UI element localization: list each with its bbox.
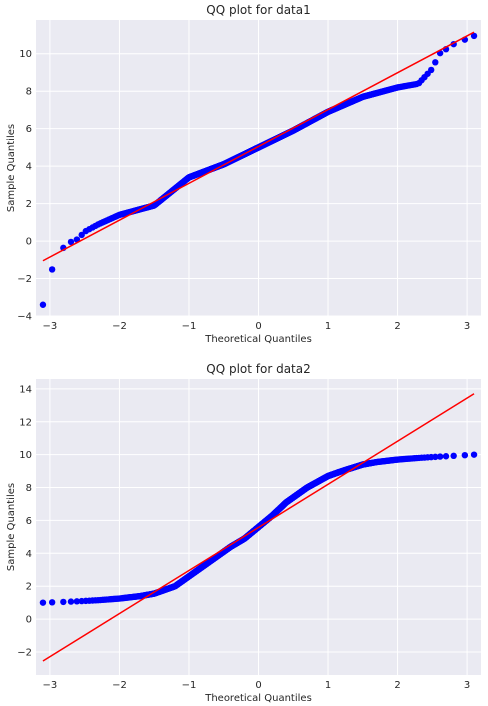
x-tick-label: −3 — [43, 321, 58, 332]
y-tick-label: 2 — [26, 582, 32, 593]
data-point — [67, 598, 75, 605]
data-point — [432, 453, 439, 461]
x-axis-label: Theoretical Quantiles — [204, 693, 312, 704]
y-tick-label: 2 — [26, 199, 32, 210]
data-point — [427, 66, 435, 74]
data-point — [442, 453, 450, 460]
data-point — [450, 452, 457, 460]
y-tick-label: 14 — [19, 384, 32, 395]
x-tick-label: −1 — [182, 321, 197, 332]
y-tick-label: 8 — [26, 483, 32, 494]
y-tick-label: 10 — [19, 450, 32, 461]
x-tick-label: 2 — [394, 680, 400, 691]
y-tick-label: 0 — [26, 237, 32, 248]
chart-title: QQ plot for data2 — [206, 362, 311, 376]
y-tick-label: −2 — [17, 274, 32, 285]
x-tick-label: 0 — [255, 680, 261, 691]
y-tick-label: 4 — [26, 549, 32, 560]
data-layer — [39, 393, 478, 662]
x-axis-label: Theoretical Quantiles — [204, 334, 312, 345]
data-point — [39, 301, 47, 308]
x-tick-label: 2 — [394, 321, 400, 332]
y-tick-label: −2 — [17, 647, 32, 658]
x-tick-label: −2 — [112, 680, 127, 691]
x-tick-label: −1 — [182, 680, 197, 691]
data-point — [436, 453, 444, 460]
y-axis-label: Sample Quantiles — [6, 483, 17, 571]
x-tick-label: 3 — [464, 321, 470, 332]
data-layer — [39, 31, 478, 308]
y-tick-label: −4 — [17, 312, 32, 323]
data-point — [470, 451, 478, 458]
data-point — [470, 32, 478, 40]
y-tick-label: 6 — [26, 516, 32, 527]
chart-title: QQ plot for data1 — [206, 3, 311, 17]
y-tick-label: 0 — [26, 615, 32, 626]
data-point — [48, 266, 56, 273]
y-tick-label: 8 — [26, 87, 32, 98]
y-tick-label: 12 — [19, 417, 32, 428]
x-tick-label: 1 — [325, 680, 331, 691]
data-point — [461, 451, 469, 459]
data-point — [39, 599, 47, 606]
y-tick-label: 4 — [26, 162, 32, 173]
x-tick-label: 3 — [464, 680, 470, 691]
data-point — [67, 238, 75, 246]
x-tick-label: −2 — [112, 321, 127, 332]
data-point — [432, 59, 439, 66]
data-point — [78, 231, 85, 239]
data-point — [73, 598, 81, 605]
y-axis-label: Sample Quantiles — [6, 124, 17, 212]
x-tick-label: −3 — [43, 680, 58, 691]
reference-line — [42, 31, 475, 262]
x-tick-label: 0 — [255, 321, 261, 332]
y-tick-label: 6 — [26, 124, 32, 135]
qq-plot-data1: −3 −2 −1 0 1 2 3 −4 −2 0 2 4 6 8 10 QQ plot for data1 Th… — [6, 3, 481, 345]
data-point — [60, 598, 67, 606]
x-tick-label: 1 — [325, 321, 331, 332]
reference-line — [42, 393, 475, 662]
data-point — [48, 599, 56, 606]
y-tick-label: 10 — [19, 49, 32, 60]
